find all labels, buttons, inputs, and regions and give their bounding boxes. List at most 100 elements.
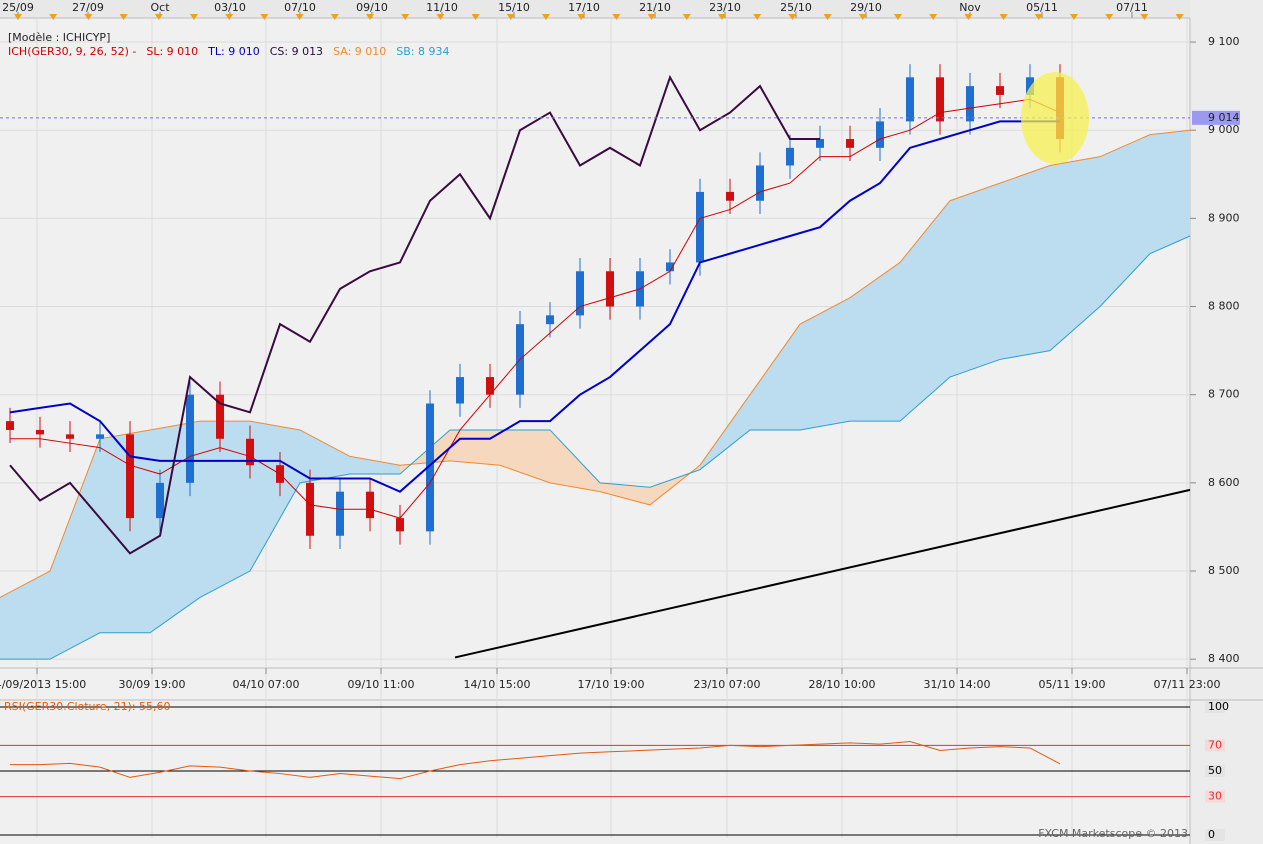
rsi-panel: 0 30 50 70 100: [0, 700, 1229, 841]
top-marker: [366, 14, 374, 20]
top-marker: [682, 14, 691, 20]
candle-body: [456, 377, 464, 404]
highlight-ellipse: [1021, 72, 1089, 164]
candle-body: [756, 165, 764, 201]
top-marker: [753, 14, 762, 20]
indicator-value: TL: 9 010: [207, 45, 260, 58]
y-tick-label: 100: [1208, 700, 1229, 713]
level-box: [1205, 765, 1225, 777]
cloud: [1100, 134, 1150, 307]
last-price-box: [1192, 110, 1240, 125]
cloud: [800, 297, 850, 430]
candle-body: [126, 434, 134, 519]
top-marker: [894, 14, 902, 20]
top-marker: [154, 14, 163, 20]
y-tick-label: 8 800: [1208, 300, 1240, 313]
top-marker: [1140, 14, 1149, 20]
top-tick-label: 29/10: [850, 1, 882, 14]
top-marker: [119, 14, 128, 20]
candle-body: [486, 377, 494, 395]
line-series: [454, 488, 1191, 659]
line-series: [10, 98, 1061, 519]
candle-body: [906, 77, 914, 122]
top-marker: [1175, 14, 1184, 20]
line-series: [0, 129, 1191, 598]
y-tick-label: 8 700: [1208, 388, 1240, 401]
candle-body: [996, 86, 1004, 95]
top-marker: [542, 14, 550, 20]
cloud: [700, 394, 750, 470]
top-marker: [14, 14, 22, 20]
candle-body: [306, 482, 314, 536]
level-box: [1205, 790, 1225, 803]
candle-body: [666, 262, 674, 272]
right-axis-band: [1190, 0, 1263, 844]
top-marker: [1105, 14, 1114, 20]
x-tick-label: 07/11 23:00: [1154, 678, 1221, 691]
candle-body: [576, 271, 584, 316]
cloud: [100, 429, 150, 633]
top-marker: [49, 14, 58, 20]
top-tick-label: 05/11: [1026, 1, 1058, 14]
y-tick-label: 9 100: [1208, 35, 1240, 48]
cloud: [250, 421, 300, 572]
top-marker: [999, 14, 1008, 20]
cloud: [1150, 130, 1190, 254]
top-marker: [295, 14, 304, 20]
x-tick-label: 14/10 15:00: [464, 678, 531, 691]
candle-body: [846, 139, 854, 148]
top-marker: [401, 14, 410, 20]
y-tick-label: 70: [1208, 738, 1222, 751]
top-marker: [190, 14, 198, 20]
cloud: [850, 262, 900, 422]
cloud: [600, 482, 650, 505]
x-tick-label: 09/10 11:00: [348, 678, 415, 691]
cloud: [950, 183, 1000, 378]
level-box: [1205, 829, 1225, 841]
indicator-legend: ICH(GER30, 9, 26, 52) - SL: 9 010 TL: 9 01…: [8, 45, 450, 58]
line-series: [0, 235, 1191, 660]
top-tick-label: 27/09: [72, 1, 104, 14]
y-tick-label: 8 600: [1208, 476, 1240, 489]
top-tick-label: 21/10: [639, 1, 671, 14]
x-tick-label: 28/10 10:00: [809, 678, 876, 691]
candle-body: [396, 518, 404, 532]
candle-body: [96, 434, 104, 439]
top-marker: [577, 14, 586, 20]
y-tick-label: 0: [1208, 828, 1215, 841]
line-series: [9, 74, 820, 555]
top-marker: [964, 14, 973, 20]
y-tick-label: 8 400: [1208, 652, 1240, 665]
candle-body: [816, 139, 824, 148]
cloud: [1050, 156, 1100, 351]
level-box: [1205, 739, 1225, 752]
top-marker: [1034, 14, 1043, 20]
candle-body: [876, 121, 884, 148]
indicator-value: SB: 8 934: [396, 45, 449, 58]
model-label: [Modèle : ICHICYP]: [8, 31, 110, 44]
candle-body: [726, 191, 734, 201]
candle-body: [186, 394, 194, 483]
y-tick-label: 30: [1208, 790, 1222, 803]
candle-body: [6, 421, 14, 430]
cloud: [350, 456, 400, 475]
cloud: [500, 429, 550, 483]
top-tick-label: 25/09: [2, 1, 34, 14]
y-tick-label: 50: [1208, 764, 1222, 777]
top-marker: [929, 14, 938, 20]
top-tick-label: 09/10: [356, 1, 388, 14]
cloud: [1000, 165, 1050, 360]
top-marker: [612, 14, 621, 20]
top-tick-label: 03/10: [214, 1, 246, 14]
top-marker: [718, 14, 726, 20]
candle-body: [696, 191, 704, 263]
top-marker: [260, 14, 269, 20]
top-tick-label: 17/10: [568, 1, 600, 14]
line-series: [10, 741, 1061, 780]
indicator-value: CS: 9 013: [270, 45, 323, 58]
candle-body: [156, 482, 164, 519]
top-tick-label: 11/10: [426, 1, 458, 14]
x-tick-label: 17/10 19:00: [578, 678, 645, 691]
top-axis-band: [0, 0, 1190, 18]
top-marker: [506, 14, 515, 20]
